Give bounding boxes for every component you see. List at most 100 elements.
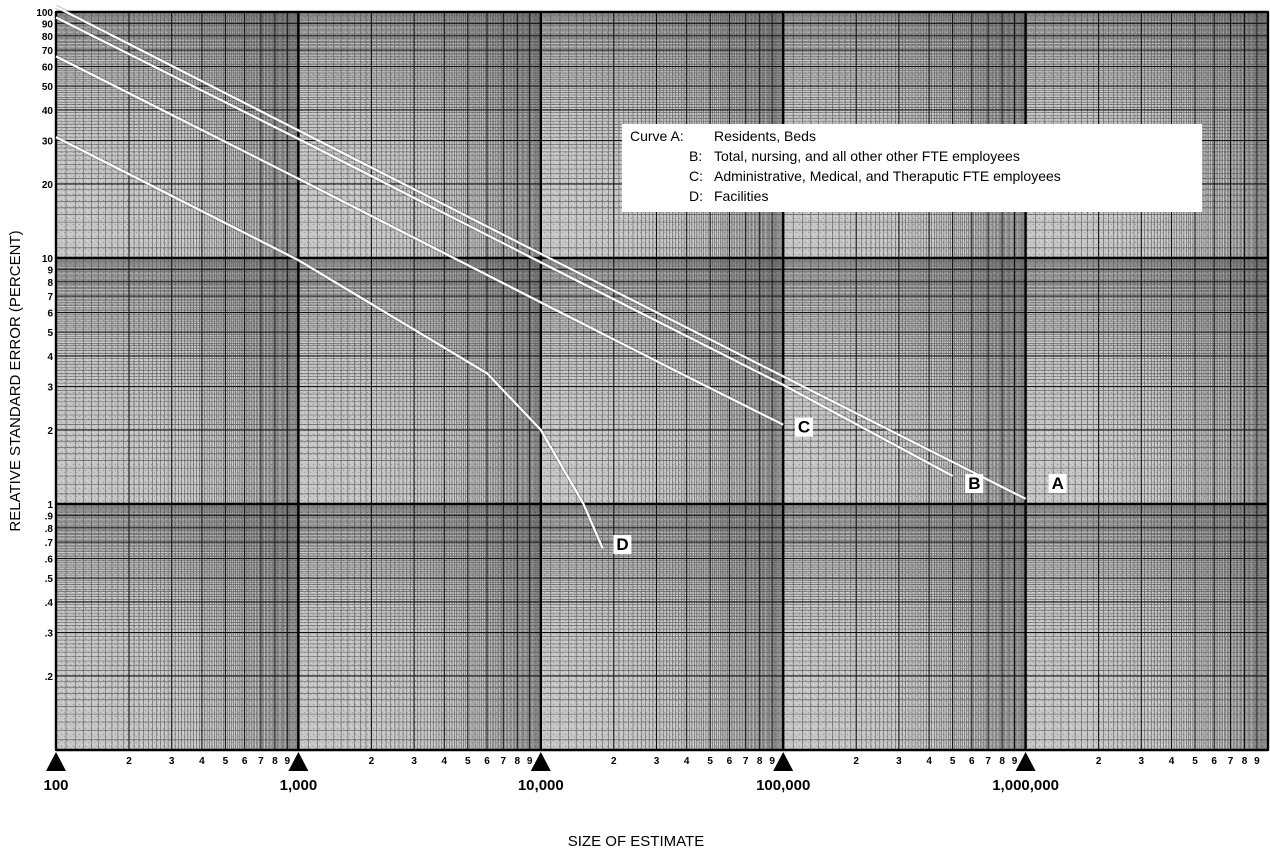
y-tick-label: .6 <box>45 555 54 566</box>
legend-entry: Total, nursing, and all other other FTE … <box>714 148 1020 164</box>
x-minor-tick-label: 2 <box>853 756 859 767</box>
x-minor-tick-label: 2 <box>369 756 375 767</box>
y-tick-label: .2 <box>45 672 54 683</box>
x-minor-tick-label: 6 <box>484 756 490 767</box>
y-tick-label: 90 <box>42 19 54 30</box>
x-minor-tick-label: 9 <box>1254 756 1260 767</box>
y-tick-label: 4 <box>47 352 53 363</box>
y-tick-label: 70 <box>42 46 54 57</box>
x-minor-tick-label: 6 <box>727 756 733 767</box>
y-tick-label: 6 <box>47 309 53 320</box>
x-minor-tick-label: 2 <box>126 756 132 767</box>
y-tick-label: 20 <box>42 180 54 191</box>
x-major-tick-label: 1,000 <box>280 777 318 794</box>
x-minor-tick-label: 7 <box>258 756 264 767</box>
x-minor-tick-label: 8 <box>272 756 278 767</box>
x-minor-tick-label: 9 <box>769 756 775 767</box>
y-tick-label: .9 <box>45 511 54 522</box>
x-major-marker <box>773 752 794 771</box>
x-minor-tick-label: 5 <box>1192 756 1198 767</box>
x-minor-tick-label: 3 <box>411 756 417 767</box>
y-tick-label: 80 <box>42 32 54 43</box>
x-major-marker <box>1015 752 1036 771</box>
legend-entry: Facilities <box>714 188 768 204</box>
y-tick-label: .4 <box>45 598 54 609</box>
plot-area <box>56 12 1268 750</box>
y-tick-label: 8 <box>47 278 53 289</box>
x-major-marker <box>46 752 66 771</box>
x-minor-tick-label: 5 <box>465 756 471 767</box>
y-tick-label: 50 <box>42 82 54 93</box>
curve-A <box>55 5 1027 500</box>
plot-frame <box>55 11 1269 751</box>
x-minor-tick-label: 7 <box>985 756 991 767</box>
y-tick-label: .5 <box>45 574 54 585</box>
curve-B-label: B <box>968 474 980 493</box>
y-tick-label: 60 <box>42 63 54 74</box>
x-major-tick-label: 100 <box>43 777 68 794</box>
x-minor-tick-label: 5 <box>223 756 229 767</box>
y-tick-label: 100 <box>36 8 53 19</box>
x-minor-tick-label: 4 <box>926 756 932 767</box>
legend <box>622 124 1202 212</box>
legend-key: D: <box>689 188 703 204</box>
x-major-tick-label: 1,000,000 <box>992 777 1059 794</box>
legend-key: Curve A: <box>630 128 684 144</box>
curve-C <box>55 55 784 426</box>
y-tick-label: 3 <box>47 383 53 394</box>
x-major-marker <box>530 752 551 771</box>
y-tick-label: 2 <box>47 426 53 437</box>
curve-D-label-bg <box>613 535 632 555</box>
x-minor-tick-label: 8 <box>1242 756 1248 767</box>
curve-C-label-bg <box>794 417 813 437</box>
y-tick-label: 1 <box>47 500 53 511</box>
x-minor-tick-label: 3 <box>169 756 175 767</box>
x-major-tick-label: 10,000 <box>518 777 564 794</box>
x-minor-tick-label: 3 <box>1139 756 1145 767</box>
curve-A-label: A <box>1052 474 1064 493</box>
x-minor-tick-label: 3 <box>896 756 902 767</box>
x-minor-tick-label: 6 <box>242 756 248 767</box>
curve-C-label: C <box>798 418 810 437</box>
x-minor-tick-label: 9 <box>527 756 533 767</box>
y-tick-label: .7 <box>45 538 54 549</box>
curve-B <box>55 16 954 477</box>
y-tick-label: .8 <box>45 524 54 535</box>
x-minor-tick-label: 9 <box>285 756 291 767</box>
y-tick-label: 40 <box>42 106 54 117</box>
x-minor-tick-label: 8 <box>757 756 763 767</box>
x-minor-tick-label: 9 <box>1012 756 1018 767</box>
curve-D <box>55 136 604 549</box>
x-minor-tick-label: 3 <box>654 756 660 767</box>
x-major-tick-label: 100,000 <box>756 777 810 794</box>
y-tick-label: 5 <box>47 328 53 339</box>
legend-key: C: <box>689 168 703 184</box>
x-minor-tick-label: 2 <box>1096 756 1102 767</box>
x-minor-tick-label: 7 <box>1228 756 1234 767</box>
y-tick-label: 7 <box>47 292 53 303</box>
x-minor-tick-label: 8 <box>999 756 1005 767</box>
y-tick-label: .3 <box>45 629 54 640</box>
x-minor-tick-label: 6 <box>969 756 975 767</box>
curve-A-label-bg <box>1048 474 1067 494</box>
x-minor-tick-label: 4 <box>199 756 205 767</box>
y-axis-title: RELATIVE STANDARD ERROR (PERCENT) <box>7 230 24 531</box>
x-minor-tick-label: 6 <box>1211 756 1217 767</box>
y-tick-label: 9 <box>47 265 53 276</box>
x-minor-tick-label: 4 <box>684 756 690 767</box>
legend-entry: Residents, Beds <box>714 128 816 144</box>
x-minor-tick-label: 7 <box>743 756 749 767</box>
y-tick-label: 10 <box>42 254 54 265</box>
curve-D-label: D <box>616 535 628 554</box>
y-tick-label: 30 <box>42 137 54 148</box>
x-minor-tick-label: 5 <box>950 756 956 767</box>
x-minor-tick-label: 5 <box>707 756 713 767</box>
x-minor-tick-label: 2 <box>611 756 617 767</box>
x-minor-tick-label: 4 <box>1169 756 1175 767</box>
x-major-marker <box>288 752 309 771</box>
x-minor-tick-label: 4 <box>442 756 448 767</box>
curve-B-label-bg <box>965 474 984 494</box>
x-minor-tick-label: 7 <box>501 756 507 767</box>
x-minor-tick-label: 8 <box>515 756 521 767</box>
